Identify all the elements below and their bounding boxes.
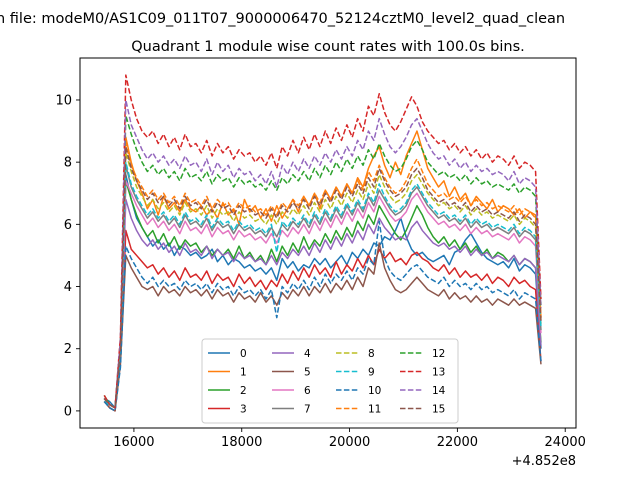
series-line-6 [103,180,542,409]
series-line-9 [103,161,542,409]
legend-label-12: 12 [432,348,445,360]
legend-label-4: 4 [304,348,311,360]
series-line-12 [103,114,542,409]
x-tick-label: 16000 [113,435,154,450]
series-line-3 [103,229,542,412]
legend-label-7: 7 [304,404,311,416]
axes-frame [79,57,577,429]
y-tick-label: 4 [64,280,72,295]
series-line-5 [103,242,542,412]
legend-label-0: 0 [240,348,247,360]
y-tick-label: 2 [64,342,72,357]
x-axis-offset-label: +4.852e8 [512,454,576,469]
legend-label-13: 13 [432,367,445,379]
series-line-14 [103,99,542,409]
chart-title: Quadrant 1 module wise count rates with … [131,39,525,55]
y-tick-label: 8 [64,156,72,171]
y-tick-label: 0 [64,404,72,419]
series-line-4 [103,198,542,409]
legend-label-14: 14 [432,385,446,397]
legend-box [201,338,459,424]
x-tick-label: 24000 [545,435,586,450]
y-tick-label: 6 [64,218,72,233]
series-line-10 [103,220,542,412]
legend-label-1: 1 [240,367,247,379]
series-line-13 [103,74,542,409]
x-tick-label: 18000 [221,435,262,450]
legend-label-11: 11 [368,404,381,416]
legend-label-2: 2 [240,385,247,397]
legend-label-8: 8 [368,348,375,360]
legend-label-5: 5 [304,367,311,379]
y-tick-label: 10 [55,93,72,108]
x-tick-label: 20000 [329,435,370,450]
plot-area [79,57,577,429]
legend-label-10: 10 [368,385,381,397]
legend-label-15: 15 [432,404,445,416]
x-axis: 16000 18000 20000 22000 24000 [113,428,586,450]
y-axis: 0 2 4 6 8 10 [55,93,80,419]
series-layer [103,74,542,412]
series-line-15 [103,145,542,409]
figure-suptitle: n file: modeM0/AS1C09_011T07_9000006470_… [0,11,565,27]
legend-label-6: 6 [304,385,311,397]
series-line-7 [103,164,542,409]
series-line-8 [103,152,542,409]
legend-label-9: 9 [368,367,375,379]
series-line-2 [103,180,542,409]
series-line-11 [103,142,542,409]
legend-label-3: 3 [240,404,247,416]
x-tick-label: 22000 [437,435,478,450]
